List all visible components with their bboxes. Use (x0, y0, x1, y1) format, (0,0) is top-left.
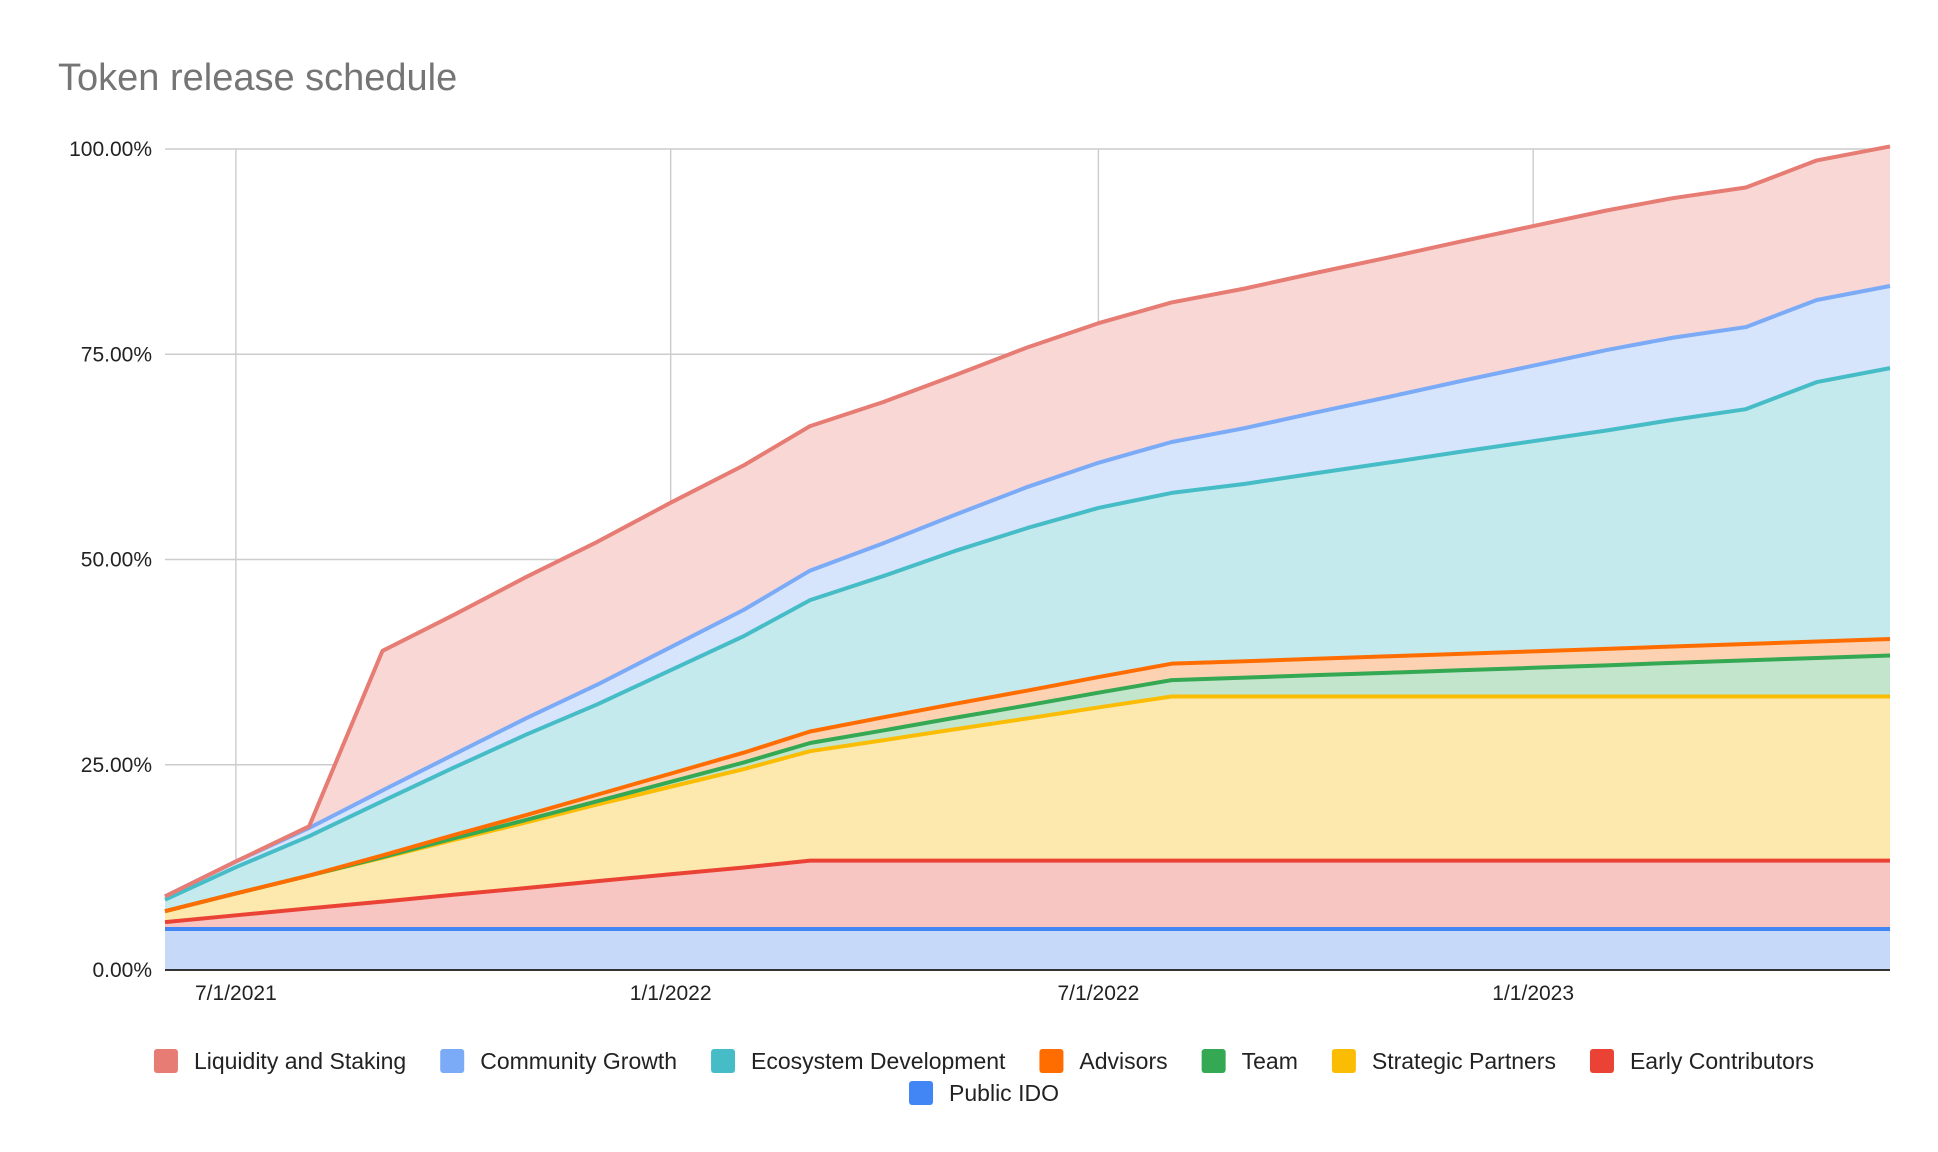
legend-label: Community Growth (480, 1048, 677, 1074)
x-tick-label: 7/1/2022 (1058, 982, 1140, 1005)
legend-swatch (711, 1049, 736, 1073)
y-tick-label: 100.00% (69, 138, 152, 161)
legend-swatch (1331, 1049, 1356, 1073)
legend-item-ecosystem-development[interactable]: Ecosystem Development (711, 1048, 1006, 1074)
legend-label: Public IDO (949, 1080, 1059, 1106)
legend-label: Strategic Partners (1372, 1048, 1556, 1074)
y-tick-label: 25.00% (81, 754, 152, 777)
legend-item-early-contributors[interactable]: Early Contributors (1589, 1048, 1814, 1074)
area-strategic-partners (165, 696, 1890, 923)
line-team (164, 653, 1891, 914)
legend-item-strategic-partners[interactable]: Strategic Partners (1331, 1048, 1556, 1074)
y-tick-label: 50.00% (81, 549, 152, 572)
legend-item-team[interactable]: Team (1201, 1048, 1298, 1074)
line-ecosystem-development (164, 366, 1891, 902)
series-lines (164, 144, 1891, 931)
legend-item-community-growth[interactable]: Community Growth (440, 1048, 677, 1074)
x-tick-label: 7/1/2021 (195, 982, 277, 1005)
legend: Liquidity and Staking Community Growth Eco… (153, 1048, 1814, 1106)
legend-label: Team (1242, 1048, 1298, 1074)
y-tick-label: 75.00% (81, 343, 152, 366)
x-tick-label: 1/1/2022 (630, 982, 712, 1005)
area-advisors (165, 639, 1890, 912)
legend-label: Early Contributors (1630, 1048, 1814, 1074)
area-ecosystem-development (165, 368, 1890, 912)
line-liquidity-and-staking (164, 144, 1891, 899)
area-community-growth (165, 286, 1890, 900)
legend-label: Liquidity and Staking (194, 1048, 406, 1074)
area-early-contributors (165, 860, 1890, 929)
legend-swatch (1589, 1049, 1614, 1073)
y-tick-label: 0.00% (92, 959, 152, 982)
line-community-growth (164, 284, 1891, 899)
legend-item-liquidity-and-staking[interactable]: Liquidity and Staking (153, 1048, 406, 1074)
stacked-areas (165, 146, 1890, 970)
legend-swatch (1039, 1049, 1064, 1073)
legend-item-public-ido[interactable]: Public IDO (909, 1080, 1059, 1106)
legend-item-advisors[interactable]: Advisors (1039, 1048, 1168, 1074)
chart-title: Token release schedule (58, 57, 457, 99)
legend-swatch (1201, 1049, 1226, 1073)
legend-swatch (153, 1049, 178, 1073)
line-advisors (164, 637, 1891, 914)
legend-label: Advisors (1079, 1048, 1167, 1074)
line-early-contributors (164, 858, 1890, 925)
x-tick-label: 1/1/2023 (1492, 982, 1574, 1005)
legend-label: Ecosystem Development (751, 1048, 1006, 1074)
axes: 0.00% 25.00% 50.00% 75.00% 100.00% 7/1/2021 1/… (69, 138, 1890, 1005)
legend-swatch (440, 1049, 465, 1073)
area-liquidity-and-staking (165, 146, 1890, 897)
legend-swatch (909, 1081, 934, 1105)
area-public-ido (165, 928, 1890, 970)
